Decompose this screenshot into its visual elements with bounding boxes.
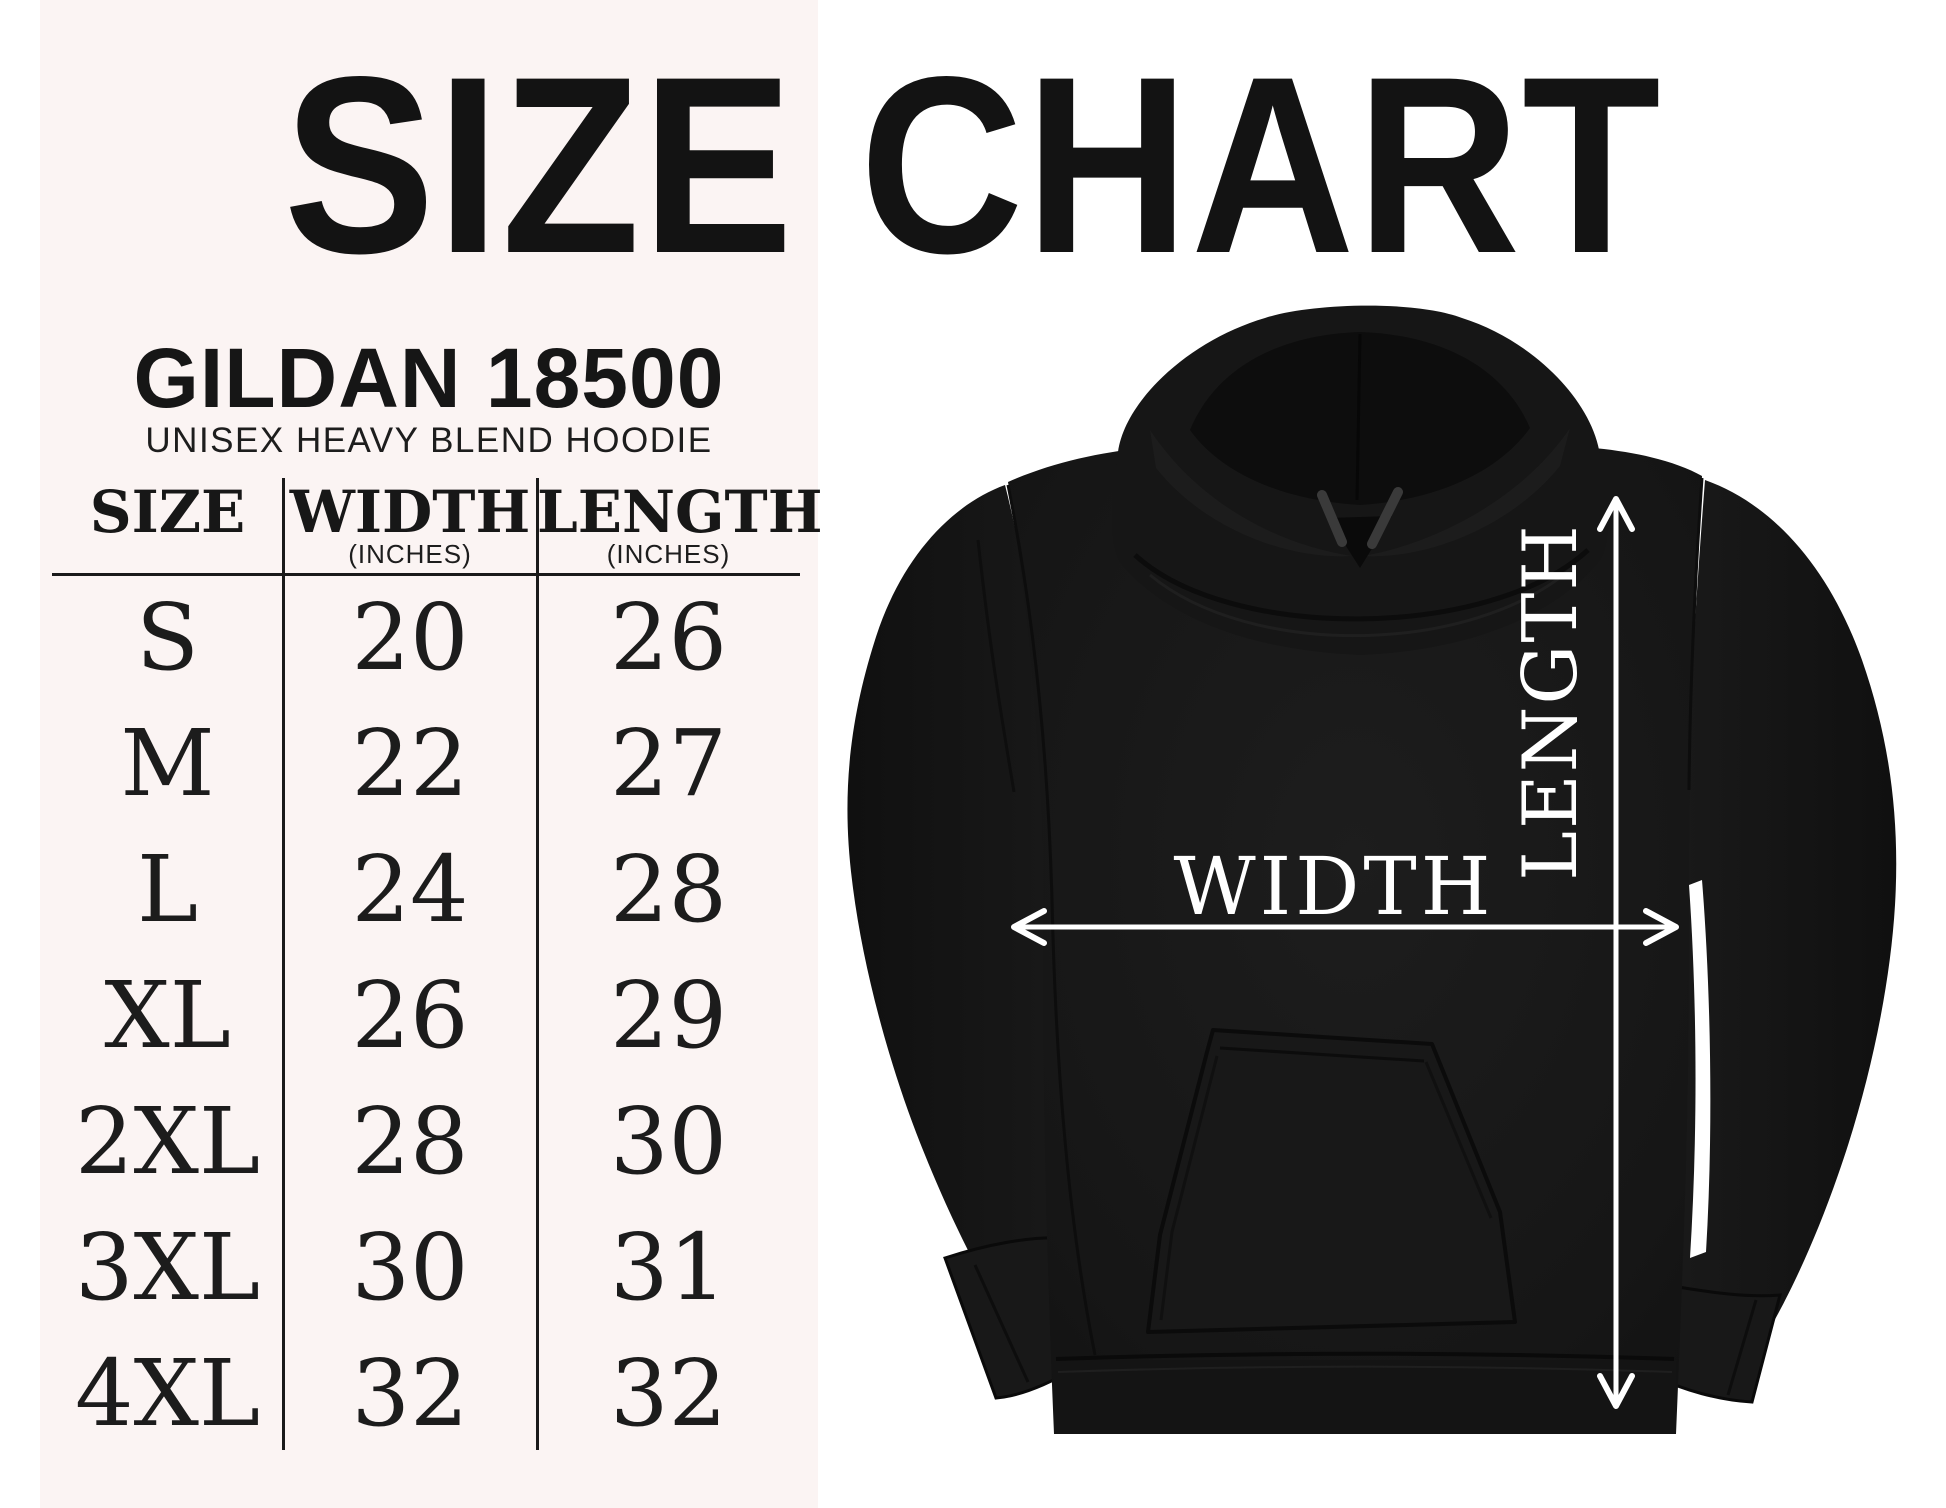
size-table-cell: 2XL (74, 1088, 261, 1195)
hoodie-right-sleeve (1654, 480, 1897, 1404)
size-table-cell: 26 (351, 962, 469, 1069)
size-table-cell: 4XL (74, 1340, 261, 1447)
size-table-body: S 20 26 M 22 27 L 24 28 XL 26 29 2XL 28 30 3XL 30 31 4XL 32… (52, 575, 800, 1457)
size-table-cell: 27 (609, 710, 728, 817)
column-header-size: SIZE (89, 478, 246, 546)
size-table-cell: L (136, 836, 199, 943)
column-header-width: WIDTH (289, 478, 531, 546)
size-table-cell: 31 (609, 1214, 728, 1321)
size-table-cell: 28 (609, 836, 728, 943)
size-table-cell: 3XL (74, 1214, 261, 1321)
length-unit-label: (INCHES) (606, 539, 731, 569)
size-table-cell: 29 (609, 962, 728, 1069)
size-table-cell: 30 (609, 1088, 728, 1195)
size-table-cell: S (135, 584, 200, 691)
size-table-cell: 32 (609, 1340, 728, 1447)
product-subtitle: UNISEX HEAVY BLEND HOODIE (145, 421, 713, 460)
length-arrow (1597, 496, 1635, 1409)
width-unit-label: (INCHES) (348, 539, 472, 569)
size-table-cell: XL (104, 962, 231, 1069)
table-header-rule (52, 573, 800, 576)
size-table-cell: 20 (351, 584, 469, 691)
width-measure-label: WIDTH (1173, 840, 1494, 933)
size-table-cell: M (120, 710, 215, 817)
size-table-cell: 24 (351, 836, 469, 943)
hoodie-hood (1112, 305, 1608, 655)
table-divider-vertical-1 (282, 478, 285, 1450)
table-divider-vertical-2 (536, 478, 539, 1450)
size-table-cell: 30 (351, 1214, 469, 1321)
left-pink-panel (40, 0, 818, 1508)
size-table-cell: 28 (351, 1088, 469, 1195)
length-measure-label: LENGTH (1506, 523, 1594, 881)
hoodie-body (1006, 445, 1704, 1435)
width-arrow (1011, 908, 1679, 946)
armpit-gap-highlight (1689, 880, 1711, 1258)
page-title: SIZE CHART (283, 25, 1663, 306)
size-table-cell: 22 (351, 710, 469, 817)
size-table-cell: 32 (351, 1340, 469, 1447)
product-brand-model: GILDAN 18500 (133, 331, 725, 425)
size-table-cell: 26 (609, 584, 728, 691)
column-header-length: LENGTH (537, 478, 823, 546)
